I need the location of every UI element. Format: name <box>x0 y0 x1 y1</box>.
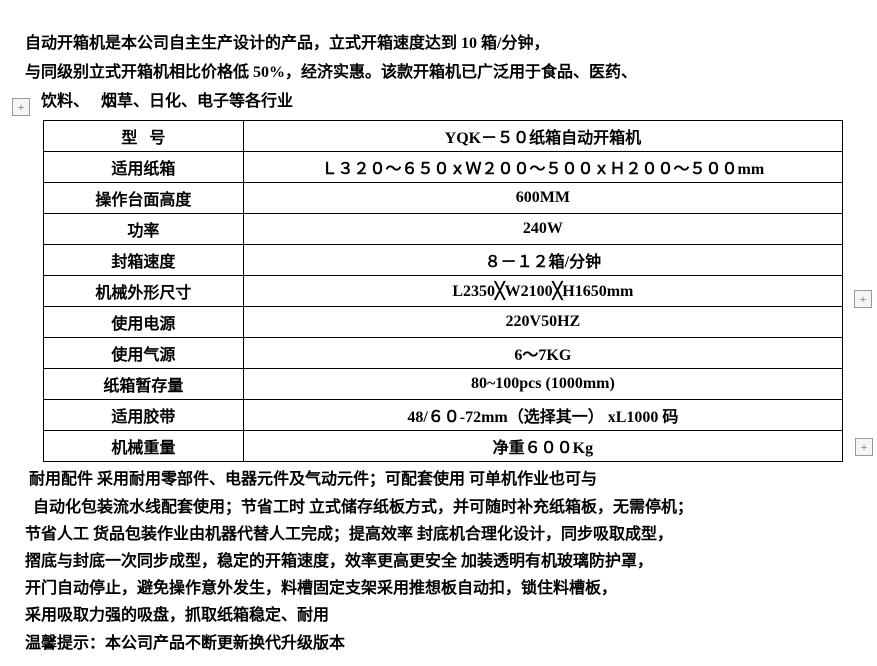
spec-label: 型 号 <box>44 121 244 152</box>
table-row: 适用纸箱Ｌ３２０～６５０ｘＷ２００～５００ｘＨ２００～５００mm <box>44 152 843 183</box>
spec-label: 使用气源 <box>44 338 244 369</box>
tips-label: 温馨提示： <box>25 635 105 652</box>
table-row: 使用气源6～7KG <box>44 338 843 369</box>
spec-label: 封箱速度 <box>44 245 244 276</box>
spec-label: 机械重量 <box>44 431 244 462</box>
footer-line-6: 采用吸取力强的吸盘，抓取纸箱稳定、耐用 <box>25 602 852 629</box>
table-row: 适用胶带48/６０-72mm（选择其一） xL1000 码 <box>44 400 843 431</box>
spec-value: 80~100pcs (1000mm) <box>243 369 842 400</box>
table-row: 封箱速度８－１２箱/分钟 <box>44 245 843 276</box>
table-row: 功率240W <box>44 214 843 245</box>
footer-line-5: 开门自动停止，避免操作意外发生，料槽固定支架采用推想板自动扣，锁住料槽板， <box>25 575 852 602</box>
expand-right-icon[interactable]: + <box>854 290 872 308</box>
footer-line-4: 摺底与封底一次同步成型，稳定的开箱速度，效率更高更安全 加装透明有机玻璃防护罩， <box>25 548 852 575</box>
spec-value: 240W <box>243 214 842 245</box>
table-row: 机械重量净重６００Kg <box>44 431 843 462</box>
spec-value: L2350╳W2100╳H1650mm <box>243 276 842 307</box>
table-row: 使用电源220V50HZ <box>44 307 843 338</box>
footer-line-2: 自动化包装流水线配套使用；节省工时 立式储存纸板方式，并可随时补充纸箱板，无需停… <box>25 494 852 521</box>
spec-value: 48/６０-72mm（选择其一） xL1000 码 <box>243 400 842 431</box>
spec-label: 机械外形尺寸 <box>44 276 244 307</box>
spec-value: 600MM <box>243 183 842 214</box>
spec-table: 型 号YQK－５０纸箱自动开箱机适用纸箱Ｌ３２０～６５０ｘＷ２００～５００ｘＨ２… <box>43 120 843 462</box>
spec-value: 净重６００Kg <box>243 431 842 462</box>
intro-line-2: 与同级别立式开箱机相比价格低 50%，经济实惠。该款开箱机已广泛用于食品、医药、 <box>25 59 852 88</box>
footer-paragraph: 耐用配件 采用耐用零部件、电器元件及气动元件；可配套使用 可单机作业也可与 自动… <box>25 466 852 656</box>
table-row: 型 号YQK－５０纸箱自动开箱机 <box>44 121 843 152</box>
tips-text: 本公司产品不断更新换代升级版本 <box>105 635 345 652</box>
table-row: 纸箱暂存量80~100pcs (1000mm) <box>44 369 843 400</box>
spec-value: 6～7KG <box>243 338 842 369</box>
intro-line-3: 饮料、 烟草、日化、电子等各行业 <box>25 88 852 117</box>
intro-paragraph: 自动开箱机是本公司自主生产设计的产品，立式开箱速度达到 10 箱/分钟， 与同级… <box>25 30 852 116</box>
spec-label: 功率 <box>44 214 244 245</box>
spec-value: YQK－５０纸箱自动开箱机 <box>243 121 842 152</box>
expand-bottom-icon[interactable]: + <box>855 438 873 456</box>
spec-label: 操作台面高度 <box>44 183 244 214</box>
intro-line-1: 自动开箱机是本公司自主生产设计的产品，立式开箱速度达到 10 箱/分钟， <box>25 30 852 59</box>
spec-label: 适用胶带 <box>44 400 244 431</box>
spec-value: ８－１２箱/分钟 <box>243 245 842 276</box>
spec-label: 适用纸箱 <box>44 152 244 183</box>
footer-line-3: 节省人工 货品包装作业由机器代替人工完成；提高效率 封底机合理化设计，同步吸取成… <box>25 521 852 548</box>
footer-line-1: 耐用配件 采用耐用零部件、电器元件及气动元件；可配套使用 可单机作业也可与 <box>25 466 852 493</box>
table-row: 机械外形尺寸L2350╳W2100╳H1650mm <box>44 276 843 307</box>
spec-label: 纸箱暂存量 <box>44 369 244 400</box>
spec-label: 使用电源 <box>44 307 244 338</box>
footer-tips: 温馨提示：本公司产品不断更新换代升级版本 <box>25 630 852 657</box>
table-row: 操作台面高度600MM <box>44 183 843 214</box>
spec-value: Ｌ３２０～６５０ｘＷ２００～５００ｘＨ２００～５００mm <box>243 152 842 183</box>
spec-value: 220V50HZ <box>243 307 842 338</box>
expand-left-icon[interactable]: + <box>12 98 30 116</box>
